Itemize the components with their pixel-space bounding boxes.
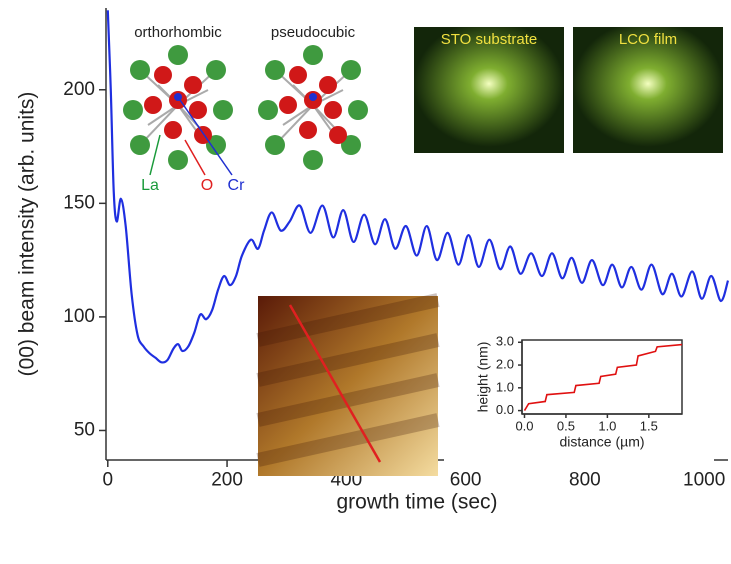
annotation: LCO film: [619, 31, 677, 48]
atom-la: [265, 60, 285, 80]
atom-la: [348, 100, 368, 120]
y-tick-label: 200: [63, 79, 95, 100]
atom-la: [206, 60, 226, 80]
atom-o: [324, 101, 342, 119]
atom-cr: [174, 93, 182, 101]
x-axis-label: distance (µm): [559, 433, 644, 449]
y-tick-label: 3.0: [496, 334, 514, 349]
atom-o: [144, 96, 162, 114]
x-tick-label: 0.0: [515, 419, 533, 434]
atom-o: [299, 121, 317, 139]
annotation: STO substrate: [441, 31, 537, 48]
y-tick-label: 50: [74, 419, 95, 440]
x-tick-label: 1.0: [598, 419, 616, 434]
atom-la: [265, 135, 285, 155]
x-tick-label: 1.5: [640, 419, 658, 434]
pointer: [150, 135, 160, 175]
y-tick-label: 150: [63, 192, 95, 213]
atom-la: [130, 135, 150, 155]
x-tick-label: 200: [211, 469, 243, 490]
atom-cr: [309, 93, 317, 101]
atom-la: [303, 150, 323, 170]
atom-la: [168, 45, 188, 65]
y-tick-label: 100: [63, 306, 95, 327]
atom-o: [154, 66, 172, 84]
atom-la: [168, 150, 188, 170]
atom-la: [213, 100, 233, 120]
atom-la: [123, 100, 143, 120]
atom-o: [329, 126, 347, 144]
annotation: La: [141, 177, 159, 194]
y-tick-label: 0.0: [496, 402, 514, 417]
x-tick-label: 800: [569, 469, 601, 490]
x-axis-label: growth time (sec): [336, 491, 497, 514]
atom-o: [289, 66, 307, 84]
annotation: pseudocubic: [271, 24, 356, 41]
x-tick-label: 1000: [683, 469, 725, 490]
atom-o: [279, 96, 297, 114]
x-tick-label: 600: [450, 469, 482, 490]
atom-la: [258, 100, 278, 120]
atom-o: [164, 121, 182, 139]
atom-o: [184, 76, 202, 94]
y-tick-label: 2.0: [496, 356, 514, 371]
x-tick-label: 0.5: [557, 419, 575, 434]
y-axis-label: (00) beam intensity (arb. units): [16, 92, 39, 377]
figure: 0200400600800100050100150200growth time …: [0, 0, 731, 564]
atom-la: [341, 60, 361, 80]
annotation: orthorhombic: [134, 24, 222, 41]
x-tick-label: 0: [103, 469, 114, 490]
y-tick-label: 1.0: [496, 379, 514, 394]
annotation: Cr: [228, 177, 246, 194]
annotation: O: [201, 177, 213, 194]
atom-o: [319, 76, 337, 94]
y-axis-label: height (nm): [475, 342, 491, 413]
crystal-structures: [123, 45, 368, 175]
pointer: [185, 140, 205, 175]
atom-la: [130, 60, 150, 80]
atom-la: [303, 45, 323, 65]
